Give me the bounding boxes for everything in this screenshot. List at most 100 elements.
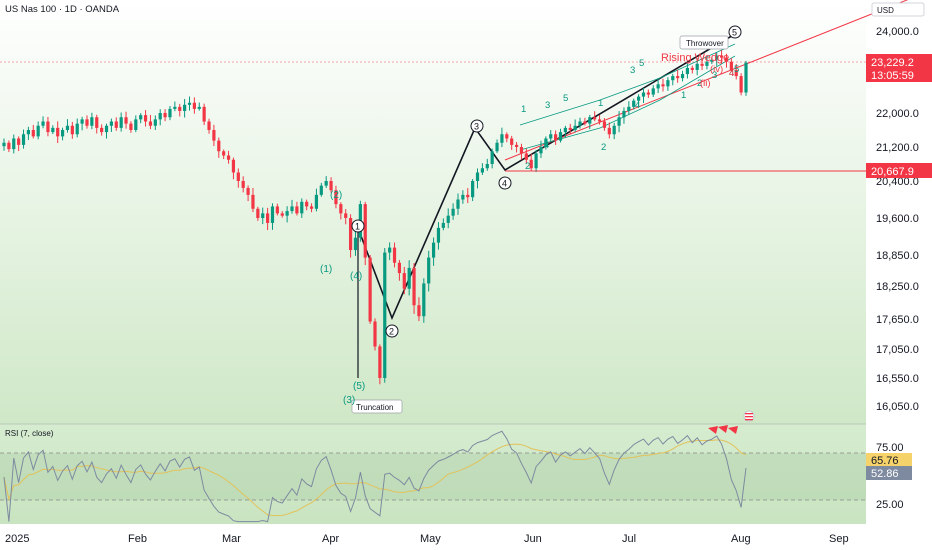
time-axis[interactable]: 2025 Feb Mar Apr May Jun Jul Aug Sep [5, 533, 849, 545]
candle-body [153, 119, 157, 126]
candle-body [617, 117, 621, 126]
candle-body [295, 206, 299, 214]
candle-body [197, 106, 201, 109]
wave-circle-marker [351, 219, 365, 233]
candle-body [319, 185, 323, 195]
annotation-text: Throwover [686, 39, 724, 48]
candle-body [495, 142, 499, 152]
wave-label: 5 [734, 64, 739, 75]
wave-label: 1 [598, 98, 603, 109]
candle-body [217, 140, 221, 152]
candle-body [134, 119, 138, 130]
last-price-value: 23,229.2 [871, 57, 914, 69]
candle-body [348, 218, 353, 251]
rsi-lower-badge: 52.86 [866, 466, 912, 480]
rsi-tick-25: 25.00 [876, 499, 904, 511]
wave-circle-marker [470, 119, 484, 133]
candle-body [480, 168, 484, 173]
candle-body [212, 130, 216, 141]
candle-body [485, 164, 489, 169]
candle-body [651, 88, 655, 95]
candle-body [407, 267, 411, 289]
candle-body [314, 194, 319, 209]
candle-body [95, 117, 99, 128]
wave-circle-label: 1 [355, 222, 360, 232]
candle-body [202, 106, 206, 122]
time-tick-label: Jun [524, 533, 542, 545]
rsi-moving-average-line [3, 439, 747, 517]
price-tick-label: 16,050.0 [876, 401, 919, 413]
candle-body [490, 151, 494, 164]
candle-body [329, 181, 333, 191]
event-flags-icon[interactable] [708, 425, 738, 434]
candle-body [100, 127, 104, 133]
candle-body [622, 110, 626, 118]
candle-body [246, 187, 250, 195]
rsi-band [0, 453, 866, 500]
candle-body [739, 76, 743, 93]
candle-body [192, 102, 196, 109]
time-tick-label: Sep [829, 533, 849, 545]
candle-body [300, 201, 304, 214]
candle-body [226, 155, 231, 160]
price-tick-label: 18,250.0 [876, 281, 919, 293]
candle-body [251, 194, 255, 209]
candle-body [471, 181, 475, 198]
candle-body [280, 213, 284, 216]
wave-label: (5) [353, 381, 365, 392]
rsi-upper-badge: 65.76 [866, 453, 912, 467]
candle-body [646, 92, 650, 95]
candle-body [588, 117, 592, 124]
candle-body [554, 134, 558, 141]
rsi-upper-badge-value: 65.76 [871, 455, 899, 467]
candle-body [285, 211, 289, 216]
wave-label: 4 [729, 68, 734, 79]
price-tick-label: 21,200.0 [876, 142, 919, 154]
candle-body [339, 204, 343, 214]
candle-body [26, 130, 31, 135]
candle-body [178, 106, 182, 111]
time-tick-label: May [420, 533, 441, 545]
wave-circle-marker [728, 25, 742, 39]
candle-body [690, 67, 694, 70]
candle-body [324, 181, 328, 186]
candle-body [719, 55, 724, 58]
candle-body [207, 121, 211, 130]
symbol-title: US Nas 100 · 1D · OANDA [5, 4, 120, 15]
wave-label: (4) [350, 271, 362, 282]
candle-body [441, 222, 445, 228]
price-axis[interactable]: 24,000.0 22,000.0 21,200.0 20,400.0 19,600.0… [876, 26, 919, 413]
candle-body [168, 108, 172, 118]
candle-body [436, 227, 441, 243]
candle-body [119, 117, 123, 128]
time-tick-label: Mar [222, 533, 241, 545]
candle-body [231, 159, 236, 173]
candle-body [446, 215, 450, 223]
time-tick-label: Aug [731, 533, 751, 545]
rsi-label: RSI (7, close) [5, 429, 54, 438]
wave-circle-label: 2 [389, 327, 394, 337]
candle-body [549, 134, 553, 139]
candle-body [305, 201, 309, 207]
wave-label: 2 [525, 161, 530, 172]
candle-body [388, 247, 392, 253]
time-tick-label: Jul [622, 533, 636, 545]
candle-body [656, 84, 660, 89]
wave-label: 4 [635, 100, 640, 111]
candle-body [524, 153, 528, 160]
candle-body [632, 100, 636, 107]
price-tick-label: 22,000.0 [876, 108, 919, 120]
candle-body [363, 204, 367, 258]
wave-label: 1 [521, 104, 526, 115]
price-tick-label: 19,600.0 [876, 213, 919, 225]
wave-label: 3 [630, 65, 635, 76]
candle-body [290, 206, 294, 212]
candle-body [46, 121, 50, 133]
candle-body [373, 321, 377, 347]
candle-body [500, 134, 504, 143]
candle-body [241, 181, 245, 188]
candle-body [2, 142, 6, 147]
candle-body [475, 172, 480, 181]
candle-body [680, 74, 685, 79]
